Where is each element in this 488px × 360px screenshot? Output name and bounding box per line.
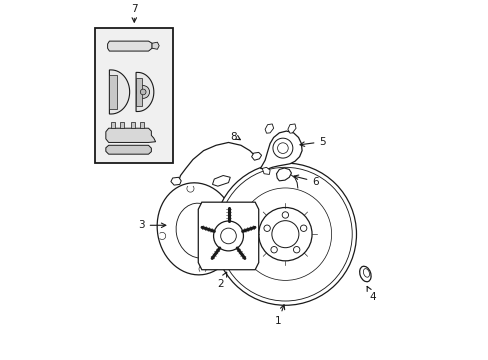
Ellipse shape [363, 269, 369, 277]
Circle shape [214, 163, 356, 305]
Polygon shape [198, 202, 258, 270]
Ellipse shape [176, 203, 222, 258]
Bar [136, 78, 142, 106]
Bar [95, 28, 173, 163]
Bar [130, 122, 135, 128]
Text: 4: 4 [366, 286, 375, 302]
Text: 2: 2 [217, 272, 226, 289]
Circle shape [282, 212, 288, 218]
Circle shape [264, 225, 270, 231]
Text: 8: 8 [229, 132, 236, 142]
Circle shape [137, 86, 149, 98]
Text: 3: 3 [138, 220, 165, 230]
Polygon shape [105, 145, 151, 154]
Bar [140, 122, 143, 128]
Text: 6: 6 [293, 175, 318, 186]
Polygon shape [105, 128, 155, 143]
Polygon shape [170, 177, 181, 185]
Polygon shape [109, 70, 129, 114]
Polygon shape [212, 176, 230, 186]
Text: 5: 5 [300, 137, 325, 147]
Circle shape [270, 247, 277, 253]
Text: 7: 7 [131, 4, 137, 14]
Polygon shape [107, 41, 152, 51]
Polygon shape [152, 42, 159, 49]
Circle shape [300, 225, 306, 231]
Bar [109, 75, 116, 109]
Circle shape [218, 167, 351, 301]
Circle shape [258, 207, 311, 261]
Circle shape [293, 247, 299, 253]
Bar [111, 122, 115, 128]
Circle shape [277, 143, 287, 153]
Polygon shape [251, 152, 261, 160]
Polygon shape [276, 168, 291, 181]
Ellipse shape [359, 266, 370, 282]
Bar [120, 122, 124, 128]
Polygon shape [262, 167, 269, 175]
Circle shape [239, 188, 331, 280]
Polygon shape [260, 131, 302, 170]
Circle shape [140, 89, 146, 95]
Circle shape [271, 221, 298, 248]
Polygon shape [287, 124, 295, 133]
Polygon shape [264, 124, 273, 133]
Text: 1: 1 [274, 305, 284, 326]
Polygon shape [136, 72, 154, 112]
Circle shape [213, 221, 243, 251]
Circle shape [272, 138, 292, 158]
Ellipse shape [157, 183, 235, 275]
Circle shape [220, 228, 236, 244]
